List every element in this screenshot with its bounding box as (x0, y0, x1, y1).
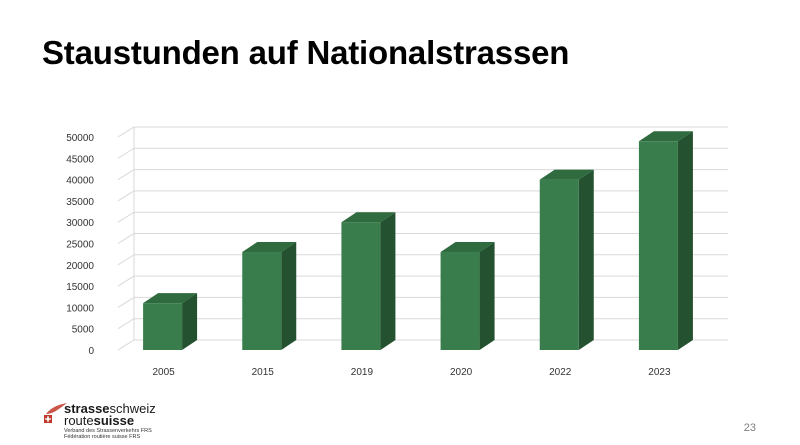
y-tick-label: 20000 (66, 261, 94, 272)
x-tick-label: 2015 (252, 367, 275, 378)
y-tick-label: 30000 (66, 218, 94, 229)
bar-top (638, 131, 693, 142)
chart-bars (143, 131, 693, 350)
x-tick-label: 2019 (351, 367, 374, 378)
bar-side (182, 293, 198, 350)
bar-side (677, 131, 693, 350)
gridline-side (117, 254, 135, 266)
y-tick-label: 15000 (66, 282, 94, 293)
bar-side (281, 242, 297, 350)
bar-top (440, 242, 495, 253)
x-axis-tick-labels: 2005 2015 2019 2020 2022 2023 (152, 367, 671, 378)
gridline-side (117, 211, 135, 223)
bar-top (143, 293, 198, 304)
x-tick-label: 2020 (450, 367, 473, 378)
gridline-side (117, 147, 135, 159)
logo-line-strasseschweiz: strasseschweiz (64, 401, 156, 416)
bar-side (479, 242, 495, 350)
bar-2019 (341, 212, 396, 350)
y-axis-tick-labels: 0 5000 10000 15000 20000 25000 30000 35000 40000… (66, 133, 94, 357)
bar-front (440, 252, 480, 350)
bar-2005 (143, 293, 198, 350)
y-tick-label: 0 (88, 346, 94, 357)
bar-side (578, 169, 594, 350)
bar-front (242, 252, 282, 350)
gridline-side (117, 190, 135, 202)
gridline-side (117, 318, 135, 330)
y-tick-label: 50000 (66, 133, 94, 144)
gridline-side (117, 275, 135, 287)
x-tick-label: 2005 (152, 367, 175, 378)
bar-side (380, 212, 396, 350)
bar-2015 (242, 242, 297, 350)
gridline-side (117, 339, 135, 351)
slide-title: Staustunden auf Nationalstrassen (42, 34, 570, 71)
bar-2023 (638, 131, 693, 350)
y-tick-label: 40000 (66, 176, 94, 187)
bar-top (539, 169, 594, 180)
y-tick-label: 35000 (66, 197, 94, 208)
bar-2020 (440, 242, 495, 350)
bar-front (341, 222, 381, 350)
bar-2022 (539, 169, 594, 350)
bar-chart: 0 5000 10000 15000 20000 25000 30000 35000 40000… (66, 126, 728, 378)
logo-tagline-fr: Fédération routière suisse FRS (64, 434, 141, 440)
logo-tagline-de: Verband des Strassenverkehrs FRS (64, 428, 152, 434)
bar-front (143, 303, 183, 350)
y-tick-label: 25000 (66, 240, 94, 251)
gridline-side (117, 126, 135, 138)
gridline-side (117, 296, 135, 308)
company-logo: strasseschweiz routesuisse Verband des S… (44, 398, 214, 442)
logo-line-routesuisse: routesuisse (64, 413, 135, 428)
x-tick-label: 2023 (648, 367, 671, 378)
bar-front (638, 141, 678, 350)
x-tick-label: 2022 (549, 367, 572, 378)
bar-top (242, 242, 297, 253)
logo-swoosh-icon (44, 403, 67, 423)
y-tick-label: 45000 (66, 154, 94, 165)
y-tick-label: 5000 (72, 325, 95, 336)
gridline-side (117, 169, 135, 181)
page-number: 23 (743, 422, 756, 434)
bar-front (539, 179, 579, 350)
bar-top (341, 212, 396, 223)
y-tick-label: 10000 (66, 303, 94, 314)
gridline-side (117, 233, 135, 244)
chart-gridlines (117, 126, 728, 351)
